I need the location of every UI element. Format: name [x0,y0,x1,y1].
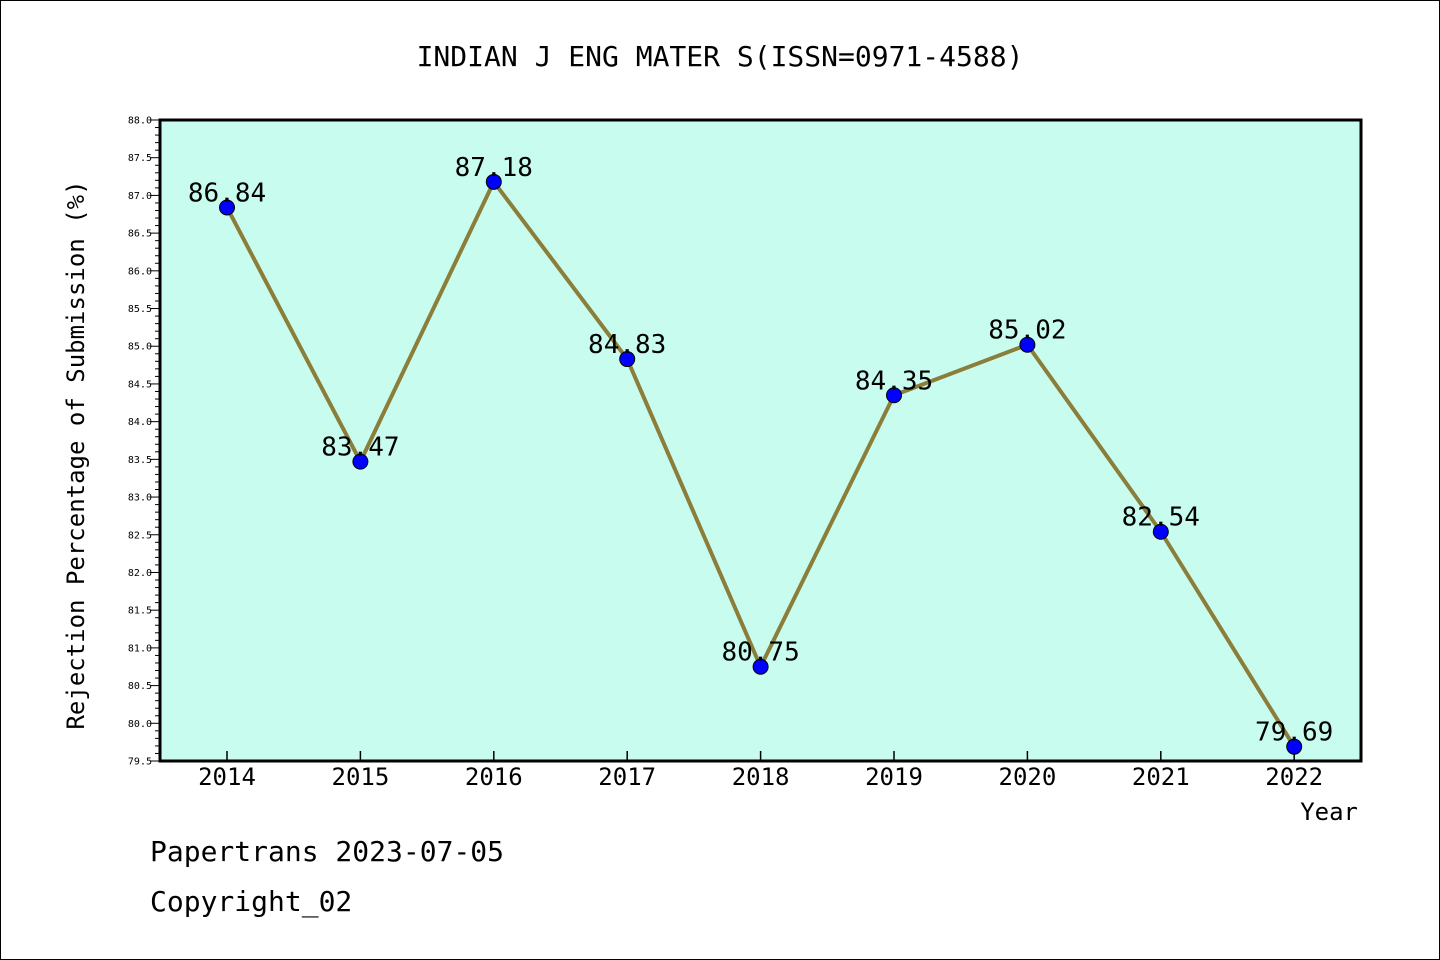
data-value-label: 83.47 [321,433,399,463]
x-tick-label: 2021 [1132,763,1190,791]
y-axis: 79.5 80.0 80.5 81.0 81.5 82.0 82.5 83.0 83.5 84.0… [128,116,160,768]
x-tick-label: 2018 [732,763,790,791]
x-tick-label: 2015 [332,763,390,791]
y-axis-label: Rejection Percentage of Submission (%) [62,180,90,729]
y-tick-label: 87.0 [128,191,152,202]
x-axis-label: Year [1300,798,1358,826]
data-value-label: 84.83 [588,330,666,360]
data-point-marker [485,173,502,190]
data-value-label: 80.75 [721,638,799,668]
copyright-text: Copyright_02 [150,885,353,918]
y-tick-label: 82.5 [128,530,152,541]
y-tick-label: 85.5 [128,304,152,315]
data-value-label: 87.18 [455,153,533,183]
plot-area [158,118,1363,763]
data-value-label: 85.02 [988,316,1066,346]
y-tick-label: 87.5 [128,153,152,164]
data-point-marker [1152,523,1169,540]
series-rejection [219,173,1303,755]
x-axis: 2014 2015 2016 2017 2018 2019 2020 2021 2022 [198,751,1323,791]
y-tick-label: 86.5 [128,229,152,240]
data-point-marker [219,199,235,216]
y-tick-label: 83.5 [128,455,152,466]
x-tick-label: 2019 [865,763,923,791]
chart-title: INDIAN J ENG MATER S(ISSN=0971-4588) [417,40,1024,73]
x-tick-label: 2022 [1265,763,1323,791]
source-date-text: Papertrans 2023-07-05 [150,835,505,868]
y-tick-label: 80.0 [128,719,152,730]
y-tick-label: 82.0 [128,568,152,579]
data-value-label: 86.84 [188,178,266,208]
y-tick-label: 81.5 [128,606,152,617]
data-point-marker [1019,336,1036,353]
data-point-marker [1286,738,1303,755]
data-value-label: 84.35 [855,366,933,396]
y-tick-label: 84.5 [128,379,152,390]
x-tick-label: 2017 [598,763,656,791]
y-tick-label: 88.0 [128,116,152,127]
x-tick-label: 2014 [198,763,256,791]
x-tick-label: 2016 [465,763,523,791]
y-tick-label: 80.5 [128,681,152,692]
data-point-marker [352,453,369,470]
data-labels: 86.84 83.47 87.18 84.83 80.75 84.35 85.02 82.54… [188,153,1333,748]
data-point-marker [619,351,636,368]
x-tick-label: 2020 [999,763,1057,791]
data-value-label: 79.69 [1255,718,1333,748]
data-point-marker [886,387,902,404]
data-point-marker [752,658,769,675]
y-tick-label: 86.0 [128,266,152,277]
data-value-label: 82.54 [1122,503,1200,533]
y-tick-label: 83.0 [128,493,152,504]
y-tick-label: 81.0 [128,643,152,654]
y-tick-label: 84.0 [128,417,152,428]
y-tick-label: 79.5 [128,757,152,768]
y-tick-label: 85.0 [128,342,152,353]
